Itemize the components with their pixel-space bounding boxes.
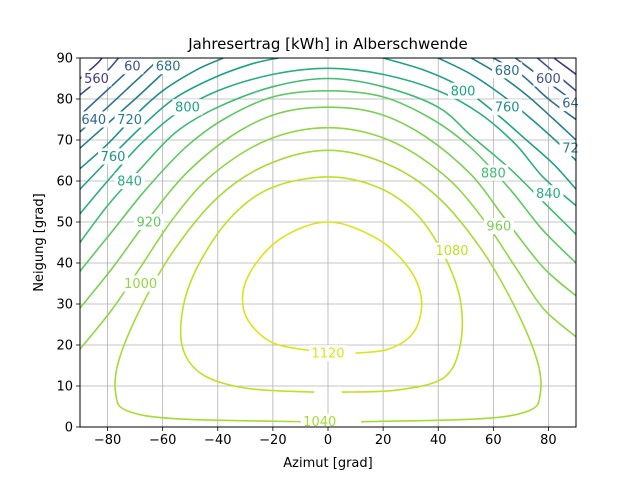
x-tick-label: −40 — [204, 433, 231, 448]
x-tick-label: −60 — [149, 433, 176, 448]
contour-label-background — [133, 214, 164, 230]
y-tick-label: 10 — [56, 380, 73, 395]
contour-label-background — [121, 58, 144, 75]
contour-label-1080: 1080 — [435, 244, 468, 259]
contour-label-640: 64 — [562, 97, 579, 112]
contour-label-background — [309, 345, 347, 362]
contour-label-600: 60 — [124, 60, 141, 75]
contour-label-background — [172, 99, 203, 116]
contour-label-background — [121, 275, 160, 292]
y-tick-label: 20 — [56, 339, 73, 354]
contour-label-720: 720 — [117, 113, 142, 128]
contour-line-1040 — [114, 149, 542, 423]
y-tick-label: 60 — [56, 175, 73, 190]
contour-line-920 — [80, 89, 576, 272]
contour-label-880: 880 — [481, 166, 506, 181]
x-tick-label: 40 — [430, 433, 447, 448]
contour-labels: 560 60 680 640 720 800 760 840 920 1000 1120 1040 10… — [78, 58, 582, 430]
contour-label-840: 840 — [536, 187, 561, 202]
contour-line-1080 — [179, 176, 464, 393]
contour-label-760: 760 — [495, 101, 520, 116]
contour-label-1120: 1120 — [311, 347, 344, 362]
y-tick-label: 50 — [56, 216, 73, 231]
contour-line-720 — [470, 58, 576, 141]
contour-label-760: 760 — [101, 150, 126, 165]
contour-label-background — [300, 413, 339, 430]
contour-label-960: 960 — [486, 220, 511, 235]
contour-line-760 — [80, 58, 224, 170]
contour-line-840 — [80, 67, 576, 215]
contour-label-background — [433, 242, 471, 259]
x-tick-label: 80 — [540, 433, 557, 448]
x-tick-label: −20 — [259, 433, 286, 448]
y-tick-label: 70 — [56, 134, 73, 149]
contour-line-880 — [80, 77, 576, 243]
contour-label-background — [81, 70, 112, 87]
contour-label-background — [492, 99, 523, 116]
contour-label-1040: 1040 — [303, 415, 336, 430]
y-tick-label: 30 — [56, 298, 73, 313]
contour-label-background — [98, 148, 129, 165]
x-axis-label: Azimut [grad] — [283, 456, 372, 471]
contour-label-background — [153, 58, 184, 75]
contour-line-1120 — [241, 221, 423, 354]
y-tick-label: 0 — [65, 421, 73, 436]
contour-label-background — [478, 164, 509, 181]
contour-label-680: 680 — [156, 60, 181, 75]
y-tick-label: 40 — [56, 257, 73, 272]
contour-label-background — [78, 111, 109, 128]
contour-label-background — [483, 218, 514, 235]
contour-label-720: 72 — [562, 142, 579, 157]
contour-label-800: 800 — [175, 101, 200, 116]
contour-label-840: 840 — [117, 175, 142, 190]
y-axis-label: Neigung [grad] — [32, 193, 47, 291]
contour-line-560 — [553, 58, 576, 76]
x-tick-label: 0 — [324, 433, 332, 448]
contour-label-background — [448, 82, 479, 99]
contour-label-920: 920 — [136, 216, 161, 231]
contour-label-background — [114, 111, 145, 128]
contour-label-background — [114, 173, 145, 189]
contour-label-680: 680 — [495, 64, 520, 79]
chart-title: Jahresertrag [kWh] in Alberschwende — [187, 35, 468, 53]
contour-label-600: 600 — [536, 72, 561, 87]
contour-label-1000: 1000 — [124, 277, 157, 292]
contour-label-background — [533, 70, 564, 87]
contour-label-640: 640 — [81, 113, 106, 128]
x-tick-label: 20 — [375, 433, 392, 448]
contour-label-background — [533, 185, 564, 202]
y-tick-label: 90 — [56, 52, 73, 67]
contour-label-800: 800 — [451, 84, 476, 99]
y-tick-label: 80 — [56, 93, 73, 108]
x-tick-label: 60 — [485, 433, 502, 448]
x-tick-label: −80 — [94, 433, 121, 448]
contour-line-1000 — [80, 126, 576, 350]
contour-label-background — [492, 62, 523, 79]
contour-label-560: 560 — [84, 72, 109, 87]
